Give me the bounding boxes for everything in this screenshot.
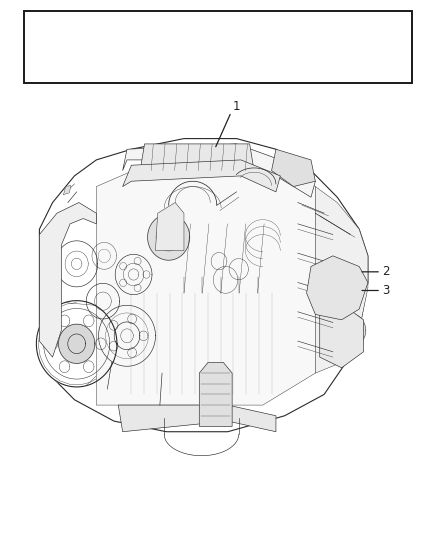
Polygon shape [320,304,364,368]
Polygon shape [86,284,120,319]
Polygon shape [118,405,276,432]
Polygon shape [115,254,152,295]
Polygon shape [114,322,140,350]
Polygon shape [56,241,98,287]
Text: See appropriate warranty bulletin in dealer connect.: See appropriate warranty bulletin in dea… [33,61,289,71]
Polygon shape [155,203,184,251]
Polygon shape [272,149,315,187]
Polygon shape [99,305,155,366]
Polygon shape [64,185,71,195]
Polygon shape [326,318,353,348]
Polygon shape [39,203,96,357]
Polygon shape [96,160,315,405]
Polygon shape [140,144,254,171]
Text: 2: 2 [382,265,390,278]
Text: North America Dealers must obtain pre- authorization before: North America Dealers must obtain pre- a… [33,19,331,29]
Text: 1: 1 [233,100,240,113]
Polygon shape [36,301,117,387]
Polygon shape [335,314,366,347]
Polygon shape [199,362,232,426]
Polygon shape [123,144,315,197]
Polygon shape [123,160,280,192]
FancyBboxPatch shape [24,11,412,83]
Polygon shape [39,139,368,432]
Polygon shape [307,256,368,320]
Polygon shape [280,157,311,179]
Polygon shape [92,243,117,269]
Polygon shape [315,187,368,373]
Text: replacing a Cummins diesel engine assembly under warranty / goodwill.: replacing a Cummins diesel engine assemb… [33,40,386,50]
Polygon shape [59,324,95,364]
Polygon shape [318,272,352,309]
Text: 3: 3 [382,284,390,297]
Polygon shape [148,214,190,260]
